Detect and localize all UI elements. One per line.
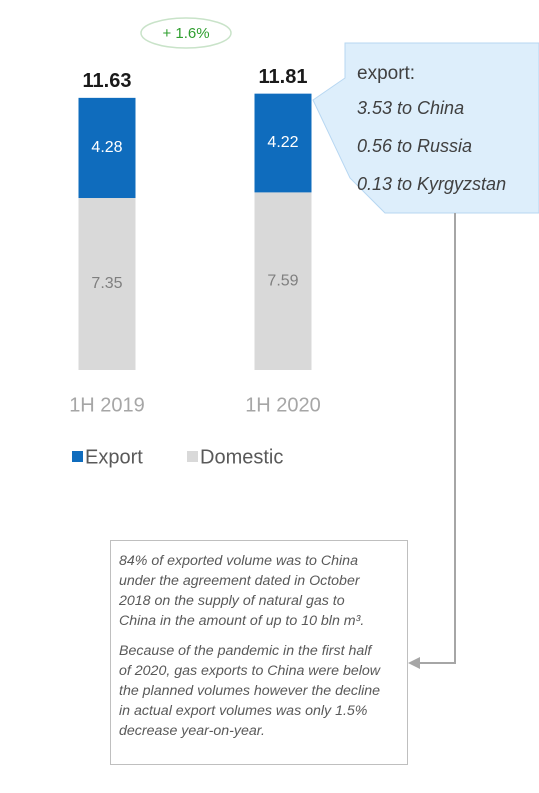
note-line: decrease year-on-year. (119, 723, 265, 739)
connector-arrow (408, 657, 420, 669)
connector (418, 213, 456, 664)
callout-box (312, 42, 539, 214)
note-line: in actual export volumes was only 1.5% (119, 703, 368, 719)
note-paragraph: 84% of exported volume was to China under… (119, 551, 399, 631)
legend-label: Domestic (200, 446, 283, 468)
total-label: 11.63 (83, 70, 132, 92)
note-line: of 2020, gas exports to China were below (119, 663, 381, 679)
note-paragraph: Because of the pandemic in the first hal… (119, 641, 399, 741)
bar-segment (254, 93, 312, 193)
note-line: 2018 on the supply of natural gas to (119, 593, 345, 609)
value-label: 7.35 (91, 275, 122, 292)
note-box: 84% of exported volume was to China under… (110, 540, 408, 765)
annotation: + 1.6% (162, 25, 209, 42)
value-label: 7.59 (267, 272, 298, 289)
bar-segment (78, 97, 136, 199)
x-tick-label: 1H 2020 (245, 394, 321, 416)
note-line: under the agreement dated in October (119, 573, 360, 589)
value-label: 4.28 (91, 139, 122, 156)
legend-swatch (187, 451, 198, 462)
legend-label: Export (85, 446, 143, 468)
note-line: the planned volumes however the decline (119, 683, 381, 699)
note-line: 84% of exported volume was to China (119, 553, 358, 569)
note-line: China in the amount of up to 10 bln m³. (119, 613, 365, 629)
note-line: Because of the pandemic in the first hal… (119, 643, 372, 659)
x-tick-label: 1H 2019 (69, 394, 145, 416)
callout-line: 3.53 to China (357, 98, 464, 118)
callout-title: export: (357, 63, 415, 84)
bar-segment (254, 192, 312, 370)
bar-segment (78, 198, 136, 370)
total-label: 11.81 (259, 66, 308, 88)
annotation-oval (140, 17, 232, 49)
value-label: 4.22 (267, 134, 298, 151)
callout-line: 0.13 to Kyrgyzstan (357, 174, 506, 194)
legend-swatch (72, 451, 83, 462)
callout-line: 0.56 to Russia (357, 136, 472, 156)
